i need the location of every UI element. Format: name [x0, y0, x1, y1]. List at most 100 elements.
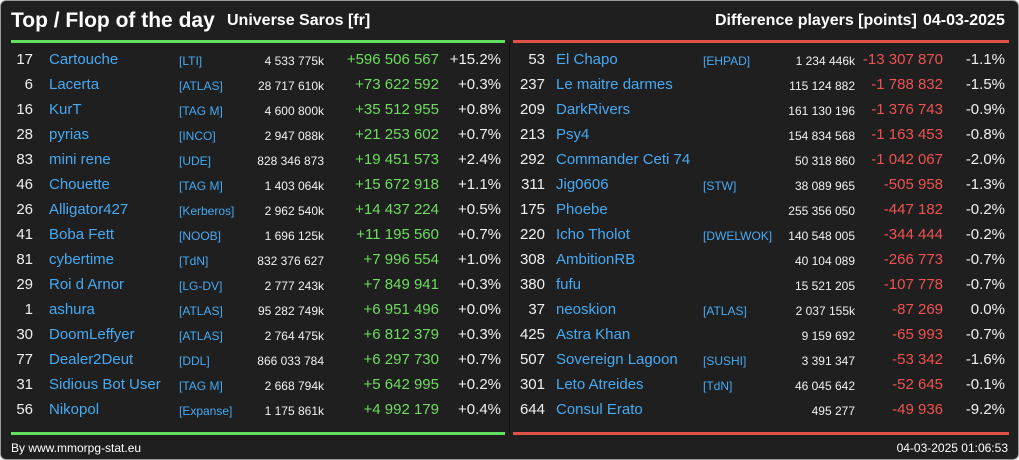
alliance-tag-link[interactable]: [ATLAS]	[179, 304, 223, 318]
player-rank: 16	[16, 101, 33, 118]
alliance-tag-link[interactable]: [SUSHI]	[703, 354, 747, 368]
player-name-link[interactable]: Dealer2Deut	[49, 351, 134, 368]
player-rank: 26	[16, 201, 33, 218]
player-name-link[interactable]: Roi d Arnor	[49, 276, 125, 293]
player-name-link[interactable]: Alligator427	[49, 201, 129, 218]
player-score: 154 834 568	[788, 129, 855, 143]
score-difference: -49 936	[892, 401, 943, 418]
alliance-tag-link[interactable]: [NOOB]	[179, 229, 222, 243]
player-rank: 30	[16, 326, 33, 343]
percent-change: -0.2%	[965, 226, 1005, 243]
flop-list: 53 El Chapo [EHPAD] 1 234 446k -13 307 870 -1…	[511, 48, 1017, 423]
player-rank: 213	[519, 126, 545, 143]
player-name-link[interactable]: ashura	[49, 301, 95, 318]
player-rank: 77	[16, 351, 33, 368]
top-footer-bar	[11, 432, 505, 435]
timestamp: 04-03-2025 01:06:53	[896, 441, 1008, 455]
percent-change: +0.8%	[458, 101, 501, 118]
alliance-tag-link[interactable]: [TAG M]	[179, 104, 223, 118]
player-score: 95 282 749k	[257, 304, 324, 318]
alliance-tag-link[interactable]: [UDE]	[179, 154, 212, 168]
player-rank: 425	[519, 326, 545, 343]
alliance-tag-link[interactable]: [EHPAD]	[703, 54, 751, 68]
player-name-link[interactable]: neoskion	[556, 301, 617, 318]
flop-player-row: 380 fufu 15 521 205 -107 778 -0.7%	[511, 273, 1017, 298]
player-name-link[interactable]: Lacerta	[49, 76, 100, 93]
alliance-tag-link[interactable]: [ATLAS]	[703, 304, 747, 318]
player-name-link[interactable]: El Chapo	[556, 51, 618, 68]
alliance-tag-link[interactable]: [LTI]	[179, 54, 203, 68]
alliance-tag-link[interactable]: [Expanse]	[179, 404, 233, 418]
alliance-tag-link[interactable]: [Kerberos]	[179, 204, 235, 218]
player-score: 2 764 475k	[264, 329, 324, 343]
top-player-row: 16 KurT [TAG M] 4 600 800k +35 512 955 +0.8%	[1, 98, 509, 123]
score-difference: -87 269	[892, 301, 943, 318]
alliance-tag-link[interactable]: [TAG M]	[179, 179, 223, 193]
score-difference: -1 042 067	[871, 151, 943, 168]
date-label: 04-03-2025	[923, 12, 1005, 29]
player-name-link[interactable]: DoomLeffyer	[49, 326, 135, 343]
player-name-link[interactable]: Icho Tholot	[556, 226, 630, 243]
alliance-tag-link[interactable]: [TdN]	[179, 254, 209, 268]
player-rank: 209	[519, 101, 545, 118]
player-name-link[interactable]: Cartouche	[49, 51, 119, 68]
alliance-tag-link[interactable]: [ATLAS]	[179, 329, 223, 343]
player-name-link[interactable]: Astra Khan	[556, 326, 631, 343]
player-score: 4 600 800k	[264, 104, 324, 118]
top-player-row: 46 Chouette [TAG M] 1 403 064k +15 672 918 +1…	[1, 173, 509, 198]
player-score: 46 045 642	[794, 379, 855, 393]
percent-change: -1.1%	[965, 51, 1005, 68]
player-name-link[interactable]: Sovereign Lagoon	[556, 351, 678, 368]
player-score: 1 175 861k	[264, 404, 324, 418]
player-score: 38 089 965	[794, 179, 855, 193]
percent-change: -1.6%	[965, 351, 1005, 368]
footer: By www.mmorpg-stat.eu 04-03-2025 01:06:5…	[1, 437, 1018, 459]
column-divider	[509, 43, 510, 432]
player-name-link[interactable]: Sidious Bot User	[49, 376, 161, 393]
top-player-row: 56 Nikopol [Expanse] 1 175 861k +4 992 179 +0…	[1, 398, 509, 423]
player-name-link[interactable]: fufu	[556, 276, 582, 293]
player-rank: 31	[16, 376, 33, 393]
alliance-tag-link[interactable]: [DDL]	[179, 354, 210, 368]
player-rank: 220	[519, 226, 545, 243]
player-name-link[interactable]: KurT	[49, 101, 82, 118]
alliance-tag-link[interactable]: [TdN]	[703, 379, 733, 393]
flop-player-row: 507 Sovereign Lagoon [SUSHI] 3 391 347 -53 3…	[511, 348, 1017, 373]
player-name-link[interactable]: DarkRivers	[556, 101, 631, 118]
player-name-link[interactable]: Chouette	[49, 176, 110, 193]
alliance-tag-link[interactable]: [INCO]	[179, 129, 216, 143]
top-player-row: 31 Sidious Bot User [TAG M] 2 668 794k +5 64…	[1, 373, 509, 398]
player-score: 828 346 873	[257, 154, 324, 168]
alliance-tag-link[interactable]: [TAG M]	[179, 379, 223, 393]
percent-change: +0.3%	[458, 76, 501, 93]
score-difference: +15 672 918	[355, 176, 439, 193]
player-name-link[interactable]: Commander Ceti 74	[556, 151, 691, 168]
player-name-link[interactable]: Psy4	[556, 126, 590, 143]
player-score: 495 277	[811, 404, 855, 418]
player-score: 2 947 088k	[264, 129, 324, 143]
flop-header-bar	[513, 40, 1009, 43]
player-name-link[interactable]: Consul Erato	[556, 401, 643, 418]
player-score: 2 037 155k	[795, 304, 855, 318]
header: Top / Flop of the day Universe Saros [fr…	[1, 1, 1018, 41]
player-name-link[interactable]: Phoebe	[556, 201, 608, 218]
top-player-row: 17 Cartouche [LTI] 4 533 775k +596 506 567 +1…	[1, 48, 509, 73]
player-score: 140 548 005	[788, 229, 855, 243]
player-name-link[interactable]: Leto Atreides	[556, 376, 644, 393]
player-name-link[interactable]: mini rene	[49, 151, 111, 168]
percent-change: -1.3%	[965, 176, 1005, 193]
player-name-link[interactable]: AmbitionRB	[556, 251, 636, 268]
alliance-tag-link[interactable]: [DWELWOK]	[703, 229, 773, 243]
player-name-link[interactable]: pyrias	[49, 126, 90, 143]
player-name-link[interactable]: Nikopol	[49, 401, 100, 418]
player-name-link[interactable]: cybertime	[49, 251, 115, 268]
alliance-tag-link[interactable]: [ATLAS]	[179, 79, 223, 93]
top-player-row: 81 cybertime [TdN] 832 376 627 +7 996 554 +1.…	[1, 248, 509, 273]
alliance-tag-link[interactable]: [STW]	[703, 179, 737, 193]
player-name-link[interactable]: Jig0606	[556, 176, 609, 193]
player-name-link[interactable]: Boba Fett	[49, 226, 115, 243]
alliance-tag-link[interactable]: [LG-DV]	[179, 279, 223, 293]
player-rank: 46	[16, 176, 33, 193]
player-name-link[interactable]: Le maitre darmes	[556, 76, 673, 93]
